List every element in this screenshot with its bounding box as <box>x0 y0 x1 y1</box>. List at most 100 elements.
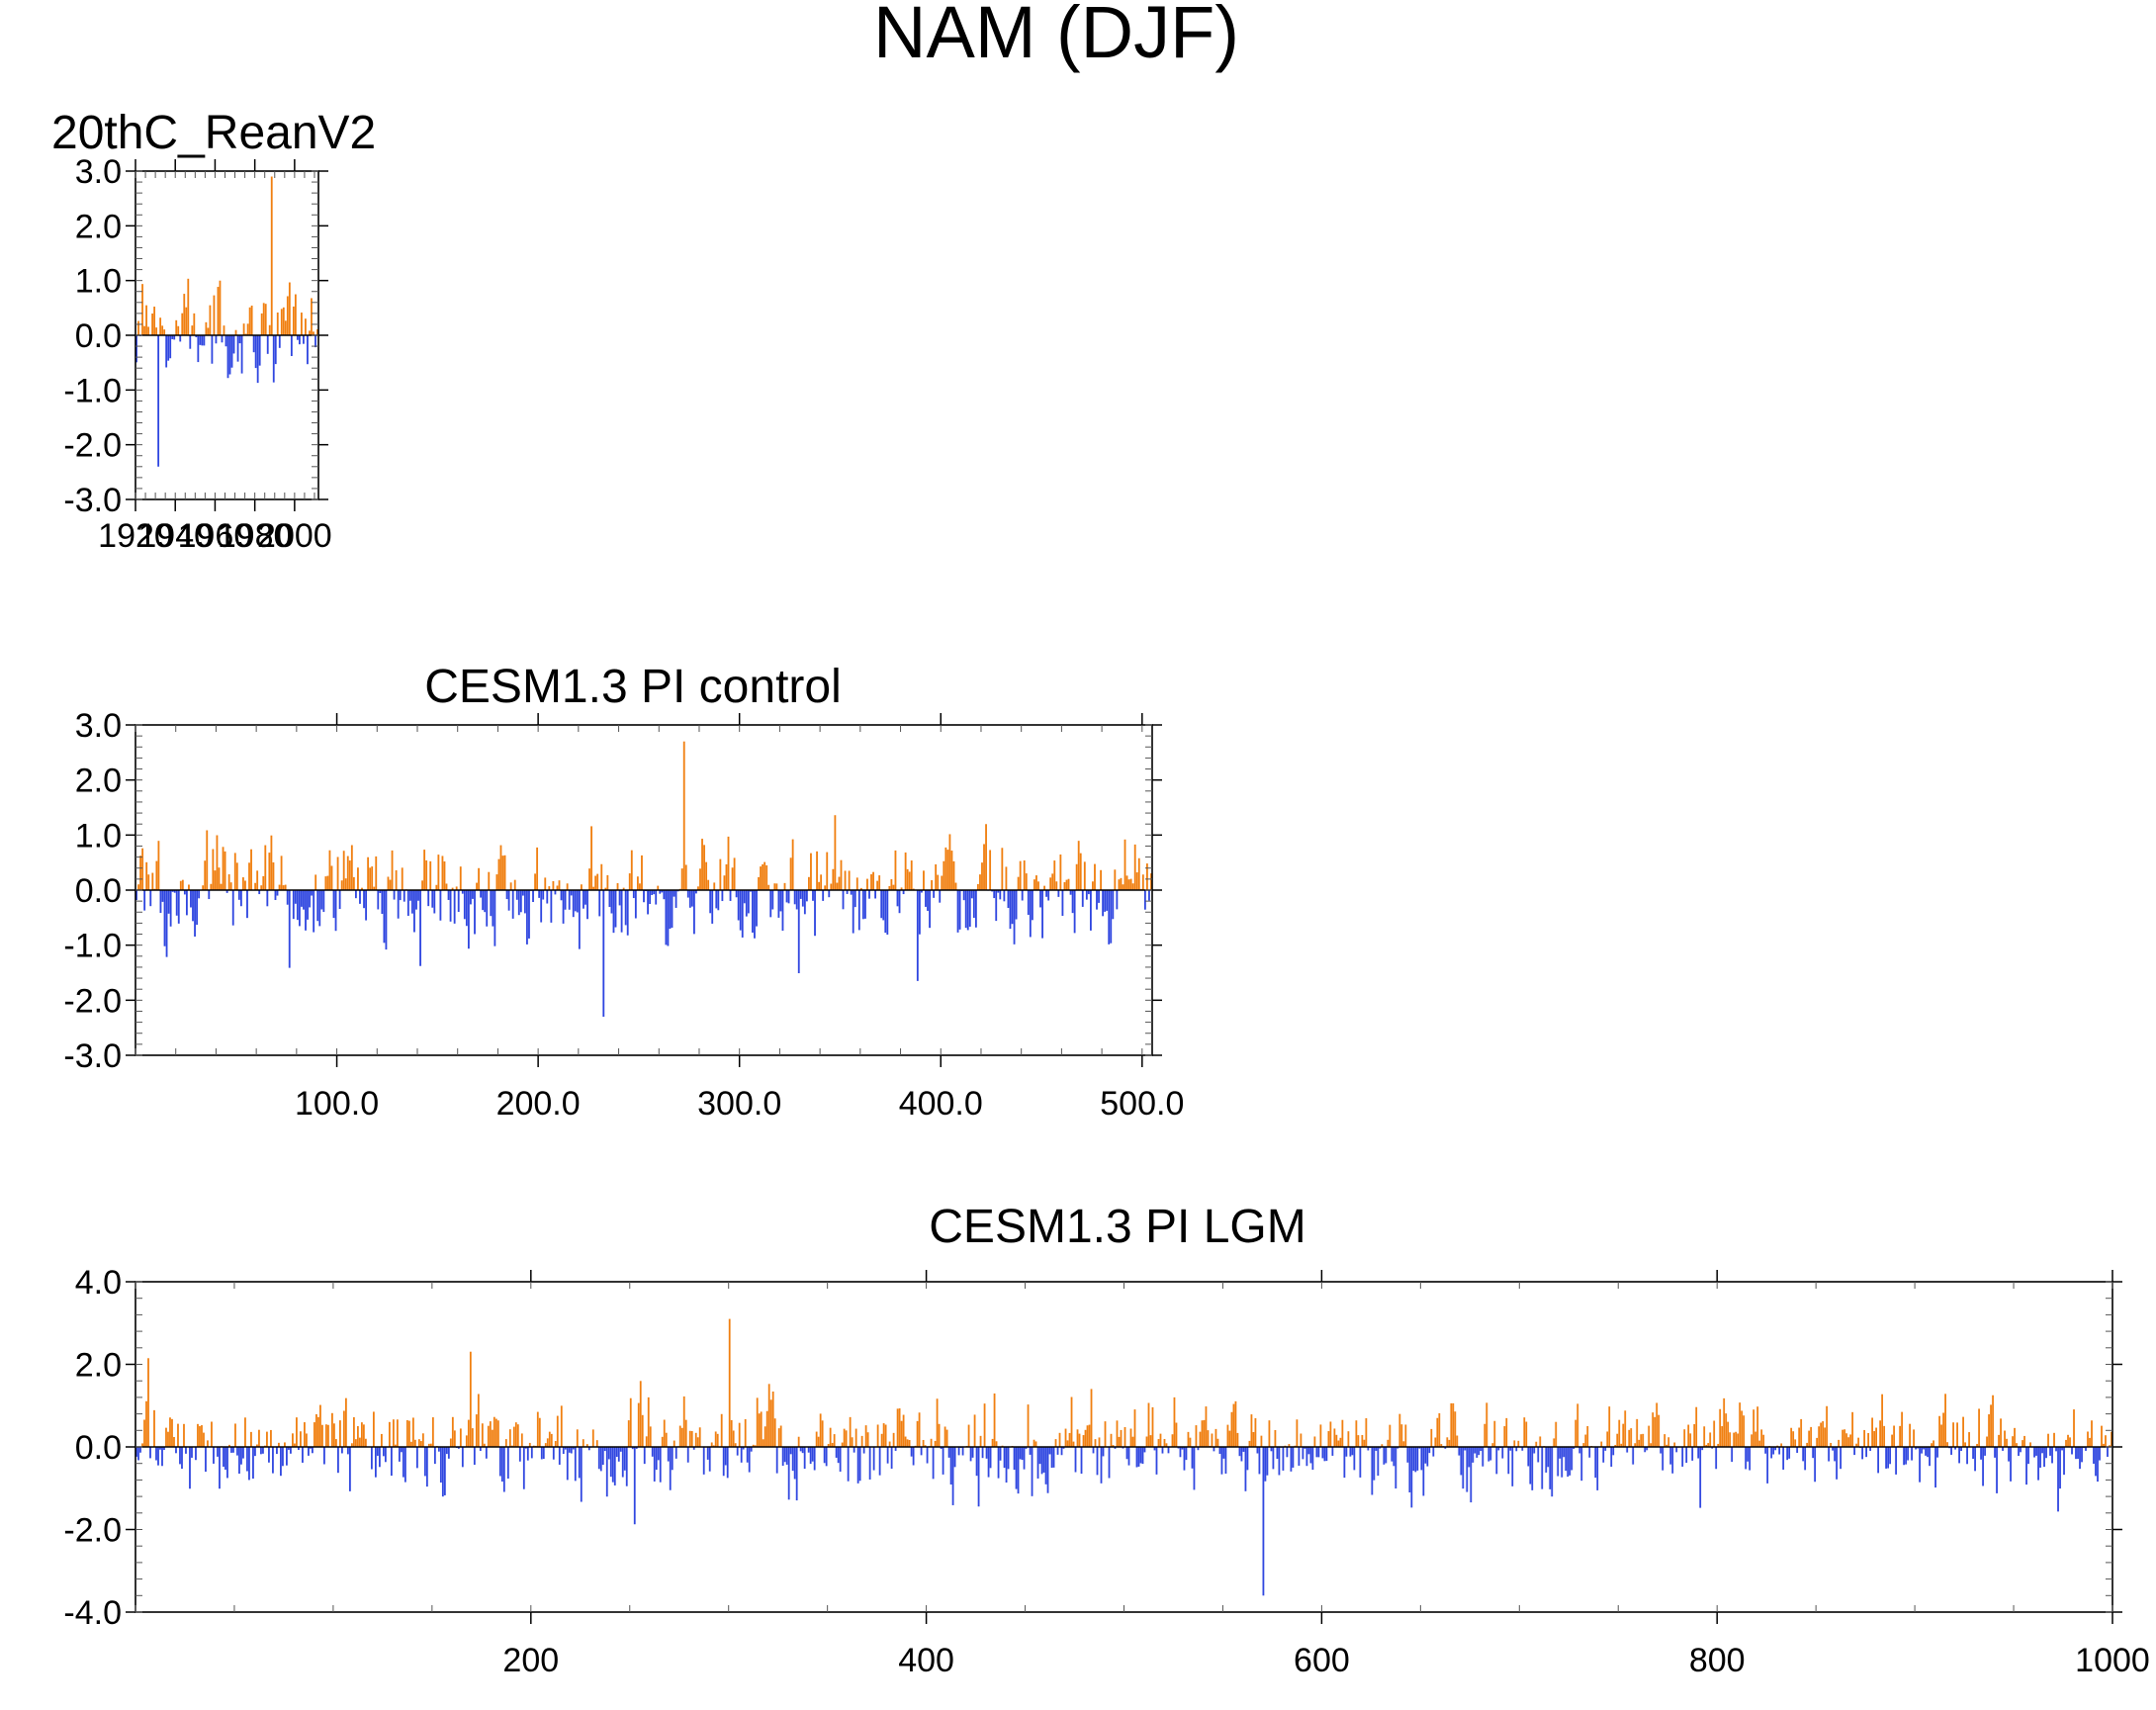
bar-negative <box>313 890 315 933</box>
bar-positive <box>1189 1437 1192 1447</box>
bar-negative <box>1691 1447 1694 1461</box>
bar-negative <box>1927 1447 1929 1458</box>
bar-negative <box>1181 1447 1184 1450</box>
bar-negative <box>740 1447 743 1463</box>
bar-positive <box>260 313 263 335</box>
bar-negative <box>1244 1447 1247 1491</box>
bar-positive <box>1891 1434 1894 1447</box>
bar-negative <box>580 1447 583 1502</box>
bar-positive <box>254 882 257 890</box>
bar-positive <box>1576 1403 1579 1447</box>
bar-positive <box>1083 861 1086 890</box>
bar-positive <box>139 855 141 890</box>
bar-negative <box>231 890 234 926</box>
bar-positive <box>229 882 232 890</box>
bar-positive <box>1723 1397 1726 1447</box>
bar-positive <box>217 287 220 335</box>
bar-negative <box>1954 1447 1956 1450</box>
bar-positive <box>141 848 144 890</box>
bar-negative <box>608 890 611 908</box>
bar-positive <box>316 328 318 335</box>
bar-negative <box>1594 1447 1597 1479</box>
bar-positive <box>503 855 506 890</box>
bar-positive <box>546 1438 549 1447</box>
bar-positive <box>204 860 207 890</box>
bar-negative <box>735 890 738 898</box>
bar-positive <box>1843 1429 1846 1447</box>
bar-negative <box>975 1447 978 1477</box>
bar-negative <box>308 1447 310 1456</box>
bar-negative <box>157 335 160 467</box>
bar-positive <box>477 1394 480 1447</box>
bar-positive <box>762 1439 764 1447</box>
bar-positive <box>145 305 147 335</box>
bar-negative <box>927 890 929 911</box>
bar-negative <box>230 1447 232 1453</box>
bar-positive <box>514 1422 517 1447</box>
bar-negative <box>1966 1447 1968 1465</box>
bar-negative <box>445 1447 448 1455</box>
y-tick-label: -3.0 <box>63 482 122 519</box>
bar-positive <box>725 863 728 890</box>
bar-positive <box>1300 1433 1303 1447</box>
bar-positive <box>143 1419 145 1447</box>
bar-positive <box>1830 1442 1833 1447</box>
x-tick-label: 1940 <box>137 517 213 555</box>
bar-positive <box>728 1318 731 1447</box>
bar-negative <box>298 335 301 345</box>
bar-positive <box>1800 1418 1803 1447</box>
bar-negative <box>155 1447 157 1461</box>
bar-negative <box>449 890 452 922</box>
bar-positive <box>707 879 710 890</box>
bar-negative <box>1305 1447 1308 1467</box>
bar-negative <box>236 1447 238 1456</box>
bar-positive <box>1365 1418 1368 1447</box>
bar-negative <box>1482 1447 1484 1467</box>
bar-negative <box>661 890 664 893</box>
bar-negative <box>2043 1447 2045 1468</box>
bar-positive <box>459 1428 462 1447</box>
bar-negative <box>1391 1447 1393 1462</box>
bar-positive <box>1151 1406 1154 1447</box>
bar-negative <box>302 1447 304 1463</box>
bar-negative <box>298 1447 300 1450</box>
bar-positive <box>1842 1429 1844 1447</box>
bar-positive <box>1790 1427 1793 1447</box>
bar-positive <box>173 1436 175 1447</box>
bar-positive <box>211 1421 213 1447</box>
bar-negative <box>1982 1447 1984 1486</box>
bar-positive <box>2101 1425 2103 1447</box>
bar-negative <box>370 1447 373 1470</box>
bar-negative <box>1929 1447 1931 1467</box>
bar-negative <box>282 1447 284 1467</box>
bar-positive <box>328 850 331 890</box>
bar-positive <box>1335 1434 1338 1447</box>
bar-positive <box>1064 1428 1067 1447</box>
bar-positive <box>165 1427 167 1447</box>
bar-positive <box>1313 1436 1316 1447</box>
bar-positive <box>1171 1434 1174 1447</box>
bar-negative <box>288 1447 290 1450</box>
bar-negative <box>618 890 621 906</box>
bar-positive <box>1034 1441 1037 1447</box>
bar-positive <box>1586 1425 1589 1447</box>
bar-positive <box>943 860 945 890</box>
bar-positive <box>1818 1426 1821 1447</box>
bar-negative <box>1671 1447 1674 1474</box>
bar-positive <box>1616 1433 1619 1447</box>
bar-negative <box>809 1447 812 1465</box>
bar-negative <box>964 890 967 929</box>
bar-negative <box>1487 1447 1490 1462</box>
bar-positive <box>197 1423 199 1447</box>
bar-negative <box>619 1447 622 1452</box>
bar-negative <box>1766 1447 1769 1484</box>
bar-positive <box>641 1414 644 1447</box>
bar-negative <box>742 1447 745 1450</box>
bar-positive <box>1175 1422 1178 1447</box>
bar-positive <box>1088 1424 1091 1447</box>
bar-positive <box>1741 1410 1744 1447</box>
bar-positive <box>244 1417 246 1447</box>
bar-negative <box>1424 1447 1427 1464</box>
bar-negative <box>274 335 277 365</box>
bar-positive <box>409 1441 412 1447</box>
